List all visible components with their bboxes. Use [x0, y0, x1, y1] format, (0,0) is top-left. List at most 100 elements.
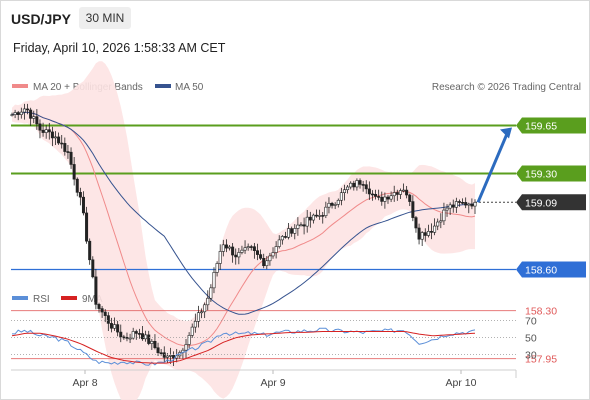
candle-body [457, 201, 461, 203]
symbol-title: USD/JPY [11, 11, 71, 27]
candle-body [209, 287, 213, 299]
candle-body [352, 182, 356, 188]
moving-average-layer [11, 111, 476, 347]
candle-body [22, 108, 26, 113]
legend-ma20-swatch [12, 84, 28, 88]
candle-body [448, 204, 452, 209]
candle-body [271, 252, 275, 257]
candle-body [218, 251, 222, 264]
candle-body [299, 224, 303, 227]
level-label-box [516, 261, 586, 278]
candle-body [364, 184, 368, 190]
candle-body [109, 323, 113, 329]
bollinger-band-area [12, 61, 475, 400]
candle-body [336, 199, 340, 205]
candle-body [367, 188, 371, 195]
candle-body [290, 228, 294, 234]
candle-body [119, 331, 123, 338]
candle-body [206, 297, 210, 306]
candle-body [470, 203, 474, 207]
candle-body [349, 182, 353, 188]
x-tick-label: Apr 9 [260, 377, 285, 389]
candle-body [302, 224, 306, 227]
candle-body [265, 260, 269, 267]
level-label-4: 158.30 [525, 306, 557, 318]
candle-body [467, 203, 471, 206]
candle-body [231, 246, 235, 256]
level-label-text: 159.09 [525, 197, 557, 209]
candle-body [128, 337, 132, 340]
candle-body [196, 312, 200, 322]
level-label-text: 159.30 [525, 169, 557, 181]
candle-body [464, 202, 468, 206]
candle-body [221, 244, 225, 252]
candle-body [172, 355, 176, 359]
outlook-arrow-shaft [476, 130, 510, 203]
timestamp: Friday, April 10, 2026 1:58:33 AM CET [13, 41, 226, 55]
ma50-line [11, 111, 476, 315]
x-axis: Apr 8 Apr 9 Apr 10 [11, 369, 517, 389]
candle-body [144, 334, 148, 340]
candle-body [280, 236, 284, 241]
candle-body [69, 151, 73, 165]
candle-body [156, 347, 160, 354]
candle-body [259, 254, 263, 259]
candle-body [212, 272, 216, 289]
candle-body [405, 189, 409, 196]
candle-body [321, 215, 325, 217]
candle-body [78, 192, 82, 198]
candle-body [72, 164, 76, 180]
candle-body [75, 178, 79, 193]
level-label-text: 159.65 [525, 121, 557, 133]
candle-body [439, 220, 443, 223]
candle-body [445, 207, 449, 211]
candle-body [268, 255, 272, 262]
candle-body [395, 192, 399, 195]
candle-body [32, 116, 36, 119]
candle-body [249, 246, 253, 248]
level-label-2: 159.09 [516, 194, 586, 211]
candle-body [370, 193, 374, 196]
rsi-tick-label: 30 [525, 350, 537, 362]
candle-body [203, 304, 207, 313]
candle-body [377, 196, 381, 198]
candle-body [246, 246, 250, 249]
candle-body [296, 224, 300, 229]
candle-body [147, 334, 151, 344]
candle-body [346, 186, 350, 191]
candle-body [122, 336, 126, 339]
candle-body [262, 258, 266, 267]
candle-body [358, 180, 362, 185]
candle-body [57, 136, 61, 144]
candle-body [184, 344, 188, 351]
candle-body [327, 202, 331, 208]
level-label-1: 159.30 [516, 165, 586, 182]
candle-body [389, 195, 393, 200]
candle-body [131, 331, 135, 339]
candle-body [54, 136, 58, 139]
candle-body [342, 189, 346, 193]
candle-body [461, 202, 465, 204]
legend-rsi-label: RSI [33, 294, 50, 305]
candle-body [125, 337, 129, 339]
level-label-0: 159.65 [516, 117, 586, 134]
candle-body [47, 129, 51, 133]
candle-body [137, 333, 141, 335]
timeframe-badge[interactable]: 30 MIN [79, 7, 131, 29]
candle-body [168, 355, 172, 357]
candle-body [91, 259, 95, 278]
candle-body [165, 355, 169, 358]
candle-body [324, 206, 328, 217]
candle-body [100, 308, 104, 313]
candle-body [305, 216, 309, 227]
candle-body [311, 214, 315, 221]
candle-body [113, 324, 117, 329]
level-label-3: 158.60 [516, 261, 586, 278]
candle-body [134, 331, 138, 334]
legend-rsi-swatch [12, 296, 28, 300]
candle-body [19, 111, 23, 115]
candle-body [150, 341, 154, 344]
candle-body [426, 231, 430, 236]
candle-body [398, 190, 402, 195]
